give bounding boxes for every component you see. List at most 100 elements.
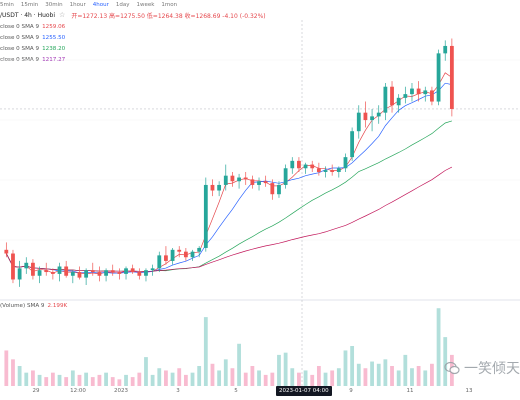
volume-bar [323, 372, 328, 386]
candle-body [4, 249, 9, 254]
candle-body [250, 179, 255, 185]
volume-bar [31, 370, 35, 386]
candle-body [263, 181, 268, 184]
ma-legend-row[interactable]: close 0 SMA 9 1259.06 [0, 22, 65, 31]
candle-body [64, 266, 69, 276]
volume-bar [250, 366, 255, 386]
candle-body [303, 164, 308, 169]
ma-legend-row[interactable]: close 0 SMA 9 1255.50 [0, 33, 65, 42]
timeframe-1mon[interactable]: 1mon [161, 2, 178, 8]
volume-bar [396, 370, 401, 386]
candle-body [90, 270, 95, 273]
wechat-icon [444, 361, 460, 375]
candle-body [157, 255, 162, 269]
volume-bar [243, 372, 248, 386]
ma-legend-label: close 0 SMA 9 [0, 56, 40, 63]
timeframe-toolbar: 5min 15min 30min 1hour 4hour 1day 1week 1mon [0, 0, 520, 10]
x-tick-label: 11 [406, 388, 414, 394]
volume-bar [217, 370, 222, 386]
candle-body [57, 266, 62, 274]
timeframe-1day[interactable]: 1day [115, 2, 130, 8]
timeframe-1hour[interactable]: 1hour [69, 2, 86, 8]
candle-body [77, 272, 82, 278]
volume-bar [57, 374, 62, 386]
candle-body [177, 249, 182, 252]
candle-body [164, 255, 168, 261]
volume-bar [77, 374, 82, 386]
volume-bar [50, 372, 55, 386]
timeframe-1week[interactable]: 1week [136, 2, 155, 8]
candle-body [50, 272, 55, 274]
crosshair-time-label: 2023-01-07 04:00 [276, 386, 332, 396]
candle-body [170, 249, 175, 261]
candle-body [31, 262, 35, 276]
volume-bar [164, 370, 168, 386]
volume-bar [197, 366, 202, 386]
volume-bar [130, 377, 135, 386]
candle-body [436, 53, 441, 102]
timeframe-30min[interactable]: 30min [45, 2, 63, 8]
volume-bar [277, 354, 281, 386]
price-chart[interactable] [0, 0, 520, 386]
volume-bar [210, 363, 215, 386]
candle-body [390, 86, 394, 106]
volume-legend-label: (Volume) SMA 9 [0, 303, 45, 309]
timeframe-4hour[interactable]: 4hour [92, 2, 109, 8]
ma-legend-label: close 0 SMA 9 [0, 23, 40, 30]
candle-body [323, 170, 328, 172]
volume-bar [17, 366, 22, 386]
timeframe-5min[interactable]: 5min [0, 2, 14, 8]
volume-bar [190, 372, 195, 386]
volume-bar [37, 374, 42, 386]
candle-body [124, 268, 128, 274]
volume-bar [423, 370, 428, 386]
candle-body [104, 270, 108, 276]
candle-body [430, 90, 434, 102]
candle-body [197, 247, 202, 252]
volume-bar [223, 359, 228, 386]
volume-bar [44, 377, 49, 386]
candle-body [316, 168, 321, 172]
ma-legend-row[interactable]: close 0 SMA 9 1217.27 [0, 55, 65, 64]
ma-legend-value: 1238.20 [42, 45, 66, 52]
candle-body [363, 112, 368, 121]
volume-bar [137, 372, 142, 386]
symbol-label[interactable]: /USDT · 4h · Huobi [0, 11, 56, 19]
volume-bar [97, 374, 102, 386]
volume-bar [24, 372, 29, 386]
volume-bar [110, 377, 115, 386]
volume-bar [283, 352, 288, 386]
star-icon[interactable]: ☆ [59, 11, 66, 19]
candle-body [24, 262, 29, 269]
candle-body [370, 116, 374, 121]
candle-body [449, 45, 454, 109]
volume-bar [64, 377, 69, 386]
candle-body [144, 270, 148, 276]
volume-bar [70, 370, 75, 386]
candle-body [44, 270, 49, 273]
candle-body [97, 272, 102, 276]
volume-bar [310, 374, 315, 386]
candle-body [423, 90, 428, 95]
volume-legend-value: 2.199K [47, 303, 68, 309]
candle-body [210, 184, 215, 191]
volume-bar [376, 363, 381, 386]
candle-body [230, 175, 235, 182]
candle-body [277, 184, 281, 195]
candle-body [223, 175, 228, 185]
candle-body [110, 270, 115, 273]
candle-body [383, 86, 388, 113]
candle-body [410, 88, 414, 95]
volume-bar [104, 372, 108, 386]
candle-body [376, 112, 381, 117]
timeframe-15min[interactable]: 15min [20, 2, 39, 8]
x-tick-label: 12:00 [70, 388, 86, 394]
volume-bar [144, 357, 148, 386]
ma-legend-row[interactable]: close 0 SMA 9 1238.20 [0, 44, 65, 53]
candle-body [350, 131, 355, 158]
candle-body [443, 45, 448, 54]
candle-body [17, 268, 22, 280]
candle-body [217, 184, 222, 191]
candle-body [283, 168, 288, 185]
sma-line-purple [5, 166, 453, 272]
